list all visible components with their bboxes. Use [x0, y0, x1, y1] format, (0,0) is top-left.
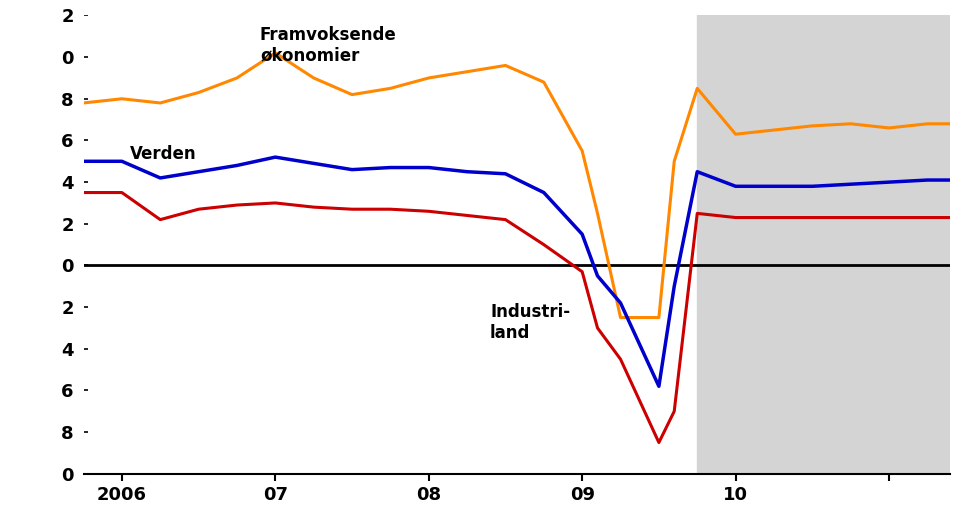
Text: Framvoksende
økonomier: Framvoksende økonomier [260, 26, 396, 65]
Text: Verden: Verden [130, 145, 196, 163]
Bar [697, 15, 950, 474]
Text: Industri-
land: Industri- land [491, 303, 570, 342]
